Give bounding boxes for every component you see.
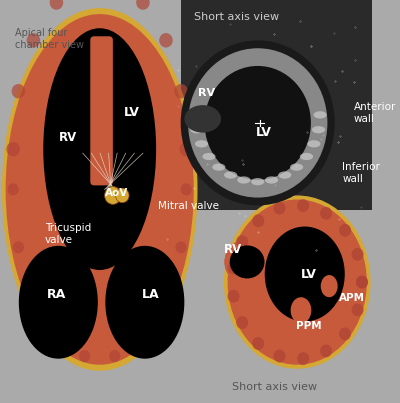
Ellipse shape <box>300 153 313 160</box>
Text: AoV: AoV <box>105 189 128 198</box>
Ellipse shape <box>2 8 198 371</box>
Ellipse shape <box>181 40 335 206</box>
Ellipse shape <box>237 177 250 184</box>
Circle shape <box>175 241 187 253</box>
Ellipse shape <box>188 48 328 197</box>
Ellipse shape <box>224 239 270 285</box>
Ellipse shape <box>278 171 291 179</box>
Circle shape <box>51 330 62 342</box>
Circle shape <box>228 262 240 274</box>
Text: PPM: PPM <box>296 322 321 331</box>
Ellipse shape <box>265 226 345 322</box>
Circle shape <box>180 142 193 156</box>
FancyBboxPatch shape <box>90 36 113 185</box>
Circle shape <box>228 290 240 303</box>
Text: LV: LV <box>124 106 140 119</box>
Ellipse shape <box>228 199 367 365</box>
Circle shape <box>136 0 150 10</box>
Ellipse shape <box>251 178 264 185</box>
Text: Apical four
chamber view: Apical four chamber view <box>15 28 84 50</box>
Ellipse shape <box>189 111 202 118</box>
Text: Tricuspid
valve: Tricuspid valve <box>45 223 91 245</box>
Text: Mitral valve: Mitral valve <box>158 201 219 210</box>
Ellipse shape <box>224 195 370 369</box>
Circle shape <box>79 350 90 362</box>
FancyBboxPatch shape <box>180 0 372 214</box>
Circle shape <box>252 337 264 350</box>
Circle shape <box>6 142 20 156</box>
Ellipse shape <box>321 275 338 297</box>
Text: LA: LA <box>142 288 159 301</box>
Text: RA: RA <box>47 288 66 301</box>
Circle shape <box>320 207 332 220</box>
Circle shape <box>50 0 63 10</box>
Circle shape <box>12 84 25 98</box>
Circle shape <box>320 345 332 357</box>
Text: RV: RV <box>58 131 77 143</box>
Circle shape <box>116 188 129 203</box>
Circle shape <box>159 33 173 48</box>
Circle shape <box>109 350 120 362</box>
Circle shape <box>8 183 19 195</box>
Text: Short axis view: Short axis view <box>232 382 317 392</box>
Circle shape <box>352 303 364 316</box>
Text: APM: APM <box>339 293 365 303</box>
Ellipse shape <box>307 140 320 147</box>
Ellipse shape <box>43 28 156 270</box>
Circle shape <box>297 199 309 212</box>
Ellipse shape <box>265 177 278 184</box>
Circle shape <box>356 276 368 289</box>
Circle shape <box>274 349 286 362</box>
Circle shape <box>137 330 149 342</box>
FancyBboxPatch shape <box>196 210 372 395</box>
Text: RV: RV <box>198 88 216 98</box>
Text: LV: LV <box>300 268 316 280</box>
Ellipse shape <box>224 171 237 179</box>
Ellipse shape <box>212 164 226 171</box>
Circle shape <box>28 292 39 304</box>
Circle shape <box>160 292 172 304</box>
Circle shape <box>13 241 24 253</box>
Ellipse shape <box>312 126 325 133</box>
Ellipse shape <box>314 111 327 118</box>
Text: Short axis view: Short axis view <box>194 12 280 22</box>
Circle shape <box>236 316 248 329</box>
Circle shape <box>274 202 286 215</box>
Text: Anterior
wall: Anterior wall <box>354 102 396 124</box>
Ellipse shape <box>195 140 208 147</box>
Circle shape <box>339 327 351 340</box>
Circle shape <box>174 84 188 98</box>
Ellipse shape <box>291 297 311 323</box>
Ellipse shape <box>202 153 216 160</box>
Ellipse shape <box>184 105 221 133</box>
Circle shape <box>27 33 40 48</box>
Text: RV: RV <box>224 243 242 256</box>
Circle shape <box>236 235 248 248</box>
Circle shape <box>104 187 121 204</box>
Ellipse shape <box>105 246 184 359</box>
Ellipse shape <box>190 126 204 133</box>
Circle shape <box>352 248 364 261</box>
Circle shape <box>252 214 264 227</box>
Circle shape <box>339 224 351 237</box>
Ellipse shape <box>230 245 264 278</box>
Ellipse shape <box>19 246 98 359</box>
Ellipse shape <box>204 66 311 180</box>
Text: LV: LV <box>256 127 271 139</box>
Ellipse shape <box>6 14 194 365</box>
Ellipse shape <box>290 164 303 171</box>
Circle shape <box>180 183 192 195</box>
Text: Inferior
wall: Inferior wall <box>342 162 380 184</box>
Circle shape <box>297 352 309 365</box>
Circle shape <box>356 276 368 289</box>
